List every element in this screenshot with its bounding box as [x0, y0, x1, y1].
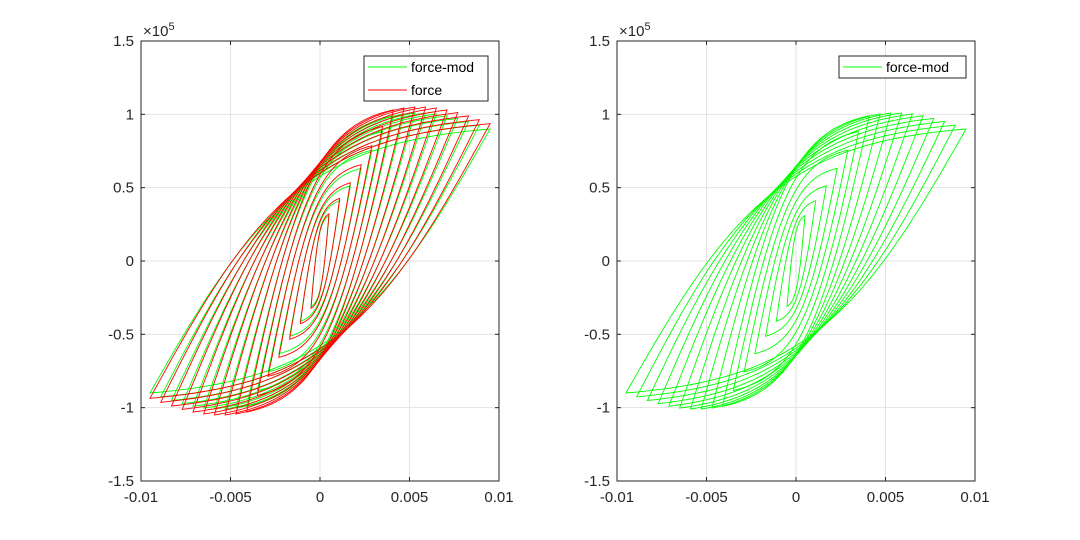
x-tick-label: 0.005 [867, 489, 905, 506]
loop-force [299, 197, 341, 325]
y-exponent-right: ×105 [619, 21, 651, 40]
x-tick-label: 0.01 [484, 489, 513, 506]
loop-force [159, 119, 481, 403]
series-group-right [625, 112, 967, 410]
loop-force-mod [711, 113, 881, 409]
loop-force-mod [657, 117, 935, 405]
legend-right[interactable]: force-mod [838, 55, 967, 79]
legend-label-force-mod: force-mod [411, 59, 474, 75]
y-tick-label: 1 [602, 106, 610, 123]
loop-force [267, 145, 373, 377]
loop-force [289, 182, 351, 340]
y-tick-label: -1.5 [108, 473, 134, 490]
x-tick-label: 0 [792, 489, 800, 506]
y-tick-label: -1.5 [584, 473, 610, 490]
series-force-mod [625, 112, 967, 410]
legend-box-left [363, 55, 489, 102]
x-tick-label: -0.01 [600, 489, 634, 506]
x-tick-label: -0.005 [685, 489, 728, 506]
series-force [149, 106, 491, 416]
y-tick-label: 1.5 [113, 33, 134, 50]
y-tick-label: 0 [602, 253, 610, 270]
x-tick-label: 0.005 [391, 489, 429, 506]
y-tick-label: -0.5 [108, 326, 134, 343]
x-tick-label: 0.01 [960, 489, 989, 506]
y-tick-label: 0.5 [113, 180, 134, 197]
x-tick-label: 0 [316, 489, 324, 506]
series-group-left [149, 106, 491, 416]
loop-force [256, 125, 384, 397]
y-exponent-left: ×105 [143, 21, 175, 40]
legend-entry-force-mod: force-mod [843, 59, 949, 75]
loop-force-mod [722, 115, 870, 407]
y-tick-label: -1 [121, 400, 134, 417]
x-tick-label: -0.01 [124, 489, 158, 506]
loop-force-mod [203, 113, 438, 409]
loop-force [149, 123, 491, 399]
ticks-left: -0.01 -0.005 0 0.005 0.01 -1.5 -1 -0.5 0 0.5 1 1.5 [108, 33, 513, 506]
loop-force-mod [786, 214, 806, 308]
loop-force-mod [732, 130, 860, 392]
loop-force [310, 212, 330, 310]
loop-force [213, 106, 427, 416]
loop-force-mod [625, 128, 967, 394]
loop-force [181, 112, 459, 410]
legend-box-right [838, 55, 967, 79]
loop-force [278, 163, 362, 359]
loop-force-mod [775, 200, 817, 322]
legend-left[interactable]: force-mod force [363, 55, 489, 102]
loop-force [203, 107, 438, 415]
loop-force-mod [700, 112, 892, 410]
legend-label-force: force [411, 82, 442, 98]
legend-label-force-mod: force-mod [886, 59, 949, 75]
loop-force-mod [754, 167, 838, 355]
loop-force [235, 107, 405, 415]
loop-force-mod [765, 185, 827, 337]
loop-force [246, 109, 394, 413]
x-tick-label: -0.005 [209, 489, 252, 506]
loop-force-mod [743, 149, 849, 373]
loop-force [224, 106, 416, 416]
chart-right-force-mod: -0.01 -0.005 0 0.005 0.01-1.5-1-0.500.511.5 … [584, 21, 989, 506]
y-tick-label: -1 [597, 400, 610, 417]
legend-entry-force: force [368, 82, 442, 98]
loop-force-mod [635, 124, 957, 398]
loop-force [170, 115, 470, 407]
loop-force-mod [678, 113, 914, 409]
y-tick-label: 0 [126, 253, 134, 270]
ticks-right: -0.01 -0.005 0 0.005 0.01 -1.5 -1 -0.5 0 0.5 1 1.5 [584, 33, 989, 506]
loop-force-mod [149, 128, 491, 394]
y-tick-label: 1.5 [589, 33, 610, 50]
y-tick-label: -0.5 [584, 326, 610, 343]
y-tick-label: 1 [126, 106, 134, 123]
loop-force-mod [256, 130, 384, 392]
loop-force-mod [646, 120, 946, 402]
y-tick-label: 0.5 [589, 180, 610, 197]
legend-entry-force-mod: force-mod [368, 59, 474, 75]
loop-force-mod [689, 112, 903, 410]
chart-left-force-comparison: -0.01 -0.005 0 0.005 0.01-1.5-1-0.500.511.5 … [108, 21, 513, 506]
